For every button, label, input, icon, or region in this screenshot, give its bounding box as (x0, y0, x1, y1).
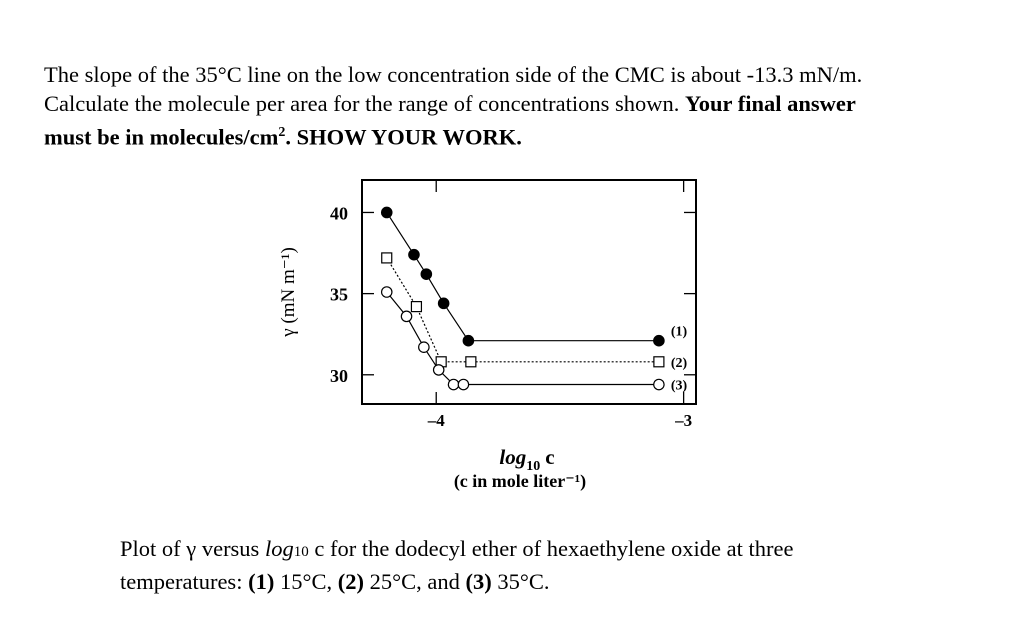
caption-series-3-number: (3) (465, 569, 492, 594)
figure-caption: Plot of γ versus log10 c for the dodecyl… (120, 534, 980, 596)
caption-log-sub: 10 (293, 544, 309, 560)
data-point-series-3 (380, 286, 393, 298)
data-point-series-3 (447, 378, 460, 391)
plot-frame (361, 179, 697, 405)
caption-series-1-number: (1) (248, 569, 275, 594)
caption-part-2: c for the dodecyl ether of hexaethylene … (308, 536, 794, 561)
series-line-3 (386, 291, 659, 386)
data-point-series-1 (380, 206, 393, 219)
question-line-2: Calculate the molecule per area for the … (44, 89, 984, 118)
y-tick-label: 30 (330, 366, 348, 386)
x-axis-label-log: log (499, 445, 526, 469)
y-tick-label: 40 (330, 203, 348, 223)
caption-series-1-temp: 15°C, (274, 569, 338, 594)
data-point-series-1 (462, 334, 475, 347)
caption-line-1: Plot of γ versus log10 c for the dodecyl… (120, 534, 980, 567)
x-axis-label: log10 c (499, 445, 554, 474)
data-point-series-3 (432, 364, 445, 376)
caption-series-2-temp: 25°C, and (363, 569, 466, 594)
chart: 40 35 30 –4 –3 (1) (2) (3) γ (mN m⁻¹) log10 c (… (278, 179, 697, 492)
caption-part-3: temperatures: (120, 569, 249, 594)
question-line-1: The slope of the 35°C line on the low co… (44, 62, 863, 87)
question-line-3: must be in molecules/cm2. SHOW YOUR WORK… (44, 118, 984, 152)
caption-line-2: temperatures: (1) 15°C, (2) 25°C, and (3… (120, 567, 980, 596)
y-tick-label: 35 (330, 285, 348, 305)
series-label-1: (1) (671, 325, 688, 340)
axis-ticks: 40 35 30 –4 –3 (330, 180, 696, 430)
data-point-series-2 (381, 252, 393, 264)
x-tick-label: –3 (674, 411, 692, 430)
series-points (380, 206, 665, 391)
series-label-2: (2) (671, 356, 688, 371)
series-line-1 (386, 212, 659, 342)
data-point-series-1 (408, 248, 420, 261)
y-axis-label: γ (mN m⁻¹) (278, 247, 299, 338)
series-labels: (1) (2) (3) (671, 325, 688, 394)
data-point-series-2 (465, 356, 477, 368)
question-line-3-bold: must be in molecules/cm (44, 124, 279, 150)
question-unit-superscript: 2 (278, 125, 286, 140)
data-point-series-3 (418, 341, 430, 353)
x-axis-label-sub: 10 (526, 459, 540, 474)
data-point-series-3 (400, 310, 413, 323)
data-point-series-3 (457, 378, 470, 391)
data-point-series-2 (410, 301, 423, 313)
caption-series-3-temp: 35°C. (491, 569, 550, 594)
question-line-3-bold-end: . SHOW YOUR WORK. (285, 124, 522, 150)
data-point-series-1 (420, 268, 433, 280)
caption-log: log (264, 536, 294, 561)
x-axis-label-var: c (545, 445, 554, 469)
caption-series-2-number: (2) (337, 569, 364, 594)
caption-part-1: Plot of γ versus (120, 536, 265, 561)
data-point-series-1 (653, 334, 665, 347)
x-axis-note: (c in mole liter⁻¹) (454, 471, 586, 492)
x-tick-label: –4 (427, 411, 446, 430)
question-line-2-plain: Calculate the molecule per area for the … (44, 91, 685, 116)
series-lines (386, 212, 659, 386)
data-point-series-1 (437, 297, 450, 310)
question-text: The slope of the 35°C line on the low co… (44, 60, 984, 152)
data-point-series-2 (653, 356, 665, 368)
data-point-series-3 (653, 378, 665, 391)
question-line-2-bold: Your final answer (684, 91, 856, 116)
series-label-3: (3) (671, 379, 688, 394)
